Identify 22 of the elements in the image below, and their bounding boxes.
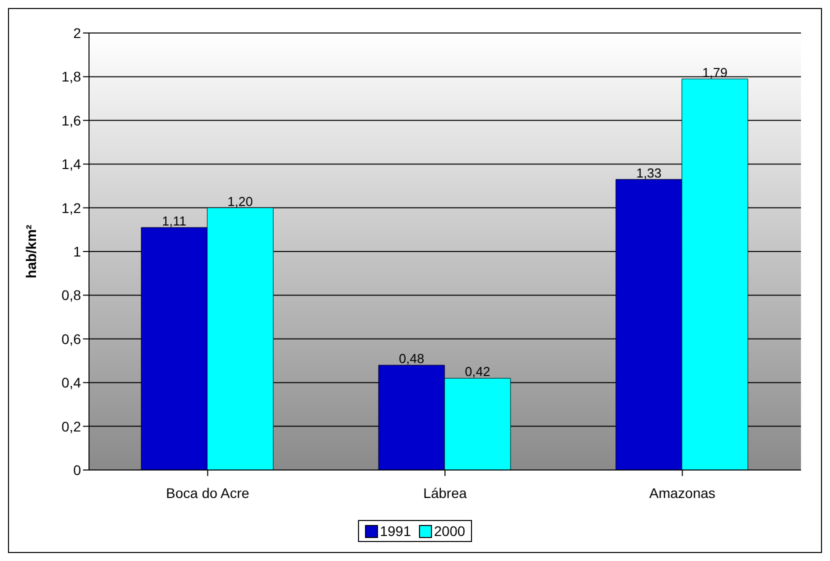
y-tick-label: 0 (73, 462, 82, 478)
y-tick-label: 1,2 (62, 200, 82, 216)
y-tick-label: 2 (73, 24, 82, 41)
data-label: 0,48 (398, 351, 424, 366)
y-tick-label: 1,6 (62, 112, 82, 128)
data-label: 1,20 (228, 194, 253, 209)
data-label: 1,33 (636, 165, 662, 180)
data-label: 1,11 (162, 213, 186, 228)
x-tick-label: Amazonas (649, 484, 716, 501)
legend-label: 1991 (378, 523, 411, 539)
x-tick-label: Lábrea (423, 484, 468, 501)
y-axis-title: hab/km² (22, 224, 39, 278)
y-tick-label: 0,8 (62, 287, 82, 304)
legend-label: 2000 (433, 523, 466, 539)
y-tick-label: 1,4 (62, 156, 82, 172)
y-tick-label: 1 (73, 243, 82, 260)
data-label: 0,42 (464, 364, 490, 380)
y-tick-label: 0,2 (62, 418, 82, 434)
y-tick-label: 0,4 (62, 374, 82, 391)
x-tick-label: Boca do Acre (166, 484, 250, 501)
y-tick-label: 1,8 (62, 68, 82, 85)
y-tick-label: 0,6 (62, 330, 82, 347)
